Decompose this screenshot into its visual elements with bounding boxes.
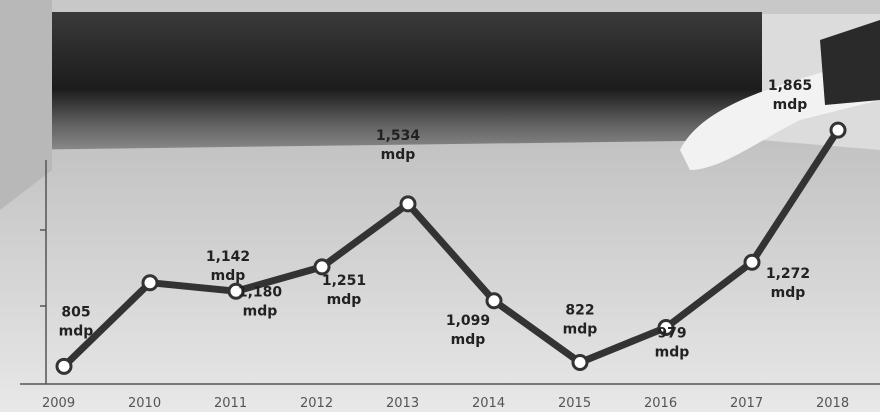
data-label-value: 1,272 bbox=[766, 266, 810, 282]
data-point bbox=[227, 282, 245, 300]
data-label-value: 1,534 bbox=[376, 128, 421, 144]
data-label-value: 1,142 bbox=[206, 249, 250, 265]
x-tick-label: 2009 bbox=[42, 396, 75, 411]
data-label: 1,142 mdp bbox=[206, 249, 250, 284]
data-label-unit: mdp bbox=[563, 322, 598, 338]
data-point bbox=[829, 121, 847, 139]
data-point bbox=[141, 274, 159, 292]
data-label: 1,180 mdp bbox=[238, 285, 283, 320]
data-point bbox=[485, 292, 503, 310]
x-tick-label: 2017 bbox=[730, 396, 763, 411]
data-label: 822 mdp bbox=[563, 303, 598, 338]
x-tick-label: 2010 bbox=[128, 396, 161, 411]
x-tick-label: 2011 bbox=[214, 396, 247, 411]
data-point bbox=[399, 195, 417, 213]
data-label: 1,534 mdp bbox=[376, 128, 421, 163]
data-label-value: 805 bbox=[61, 304, 90, 320]
data-label-unit: mdp bbox=[773, 97, 808, 113]
data-markers bbox=[55, 121, 847, 375]
data-label: 1,272 mdp bbox=[766, 266, 810, 301]
data-label-unit: mdp bbox=[451, 332, 486, 348]
series-line bbox=[60, 126, 842, 370]
data-label: 979 mdp bbox=[655, 326, 690, 361]
y-axis bbox=[40, 160, 47, 384]
data-label-unit: mdp bbox=[327, 292, 362, 308]
x-tick-label: 2013 bbox=[386, 396, 419, 411]
data-label-unit: mdp bbox=[211, 268, 246, 284]
x-tick-label: 2012 bbox=[300, 396, 333, 411]
data-label: 1,251 mdp bbox=[322, 273, 366, 308]
data-label-value: 1,180 bbox=[238, 285, 283, 301]
data-label-unit: mdp bbox=[381, 147, 416, 163]
data-label-value: 822 bbox=[565, 303, 594, 319]
data-point bbox=[657, 319, 675, 337]
data-point bbox=[743, 253, 761, 271]
x-tick-label: 2014 bbox=[472, 396, 505, 411]
data-label-unit: mdp bbox=[771, 285, 806, 301]
data-label: 1,099 mdp bbox=[446, 313, 490, 348]
data-label-unit: mdp bbox=[655, 345, 690, 361]
data-point bbox=[571, 354, 589, 372]
data-label-value: 1,865 bbox=[768, 78, 812, 94]
data-point bbox=[55, 357, 73, 375]
data-label-unit: mdp bbox=[243, 304, 278, 320]
x-tick-label: 2016 bbox=[644, 396, 677, 411]
x-tick-label: 2015 bbox=[558, 396, 591, 411]
x-tick-label: 2018 bbox=[816, 396, 849, 411]
data-point bbox=[313, 258, 331, 276]
data-label-value: 1,251 bbox=[322, 273, 366, 289]
data-label: 805 mdp bbox=[59, 304, 94, 339]
data-label-unit: mdp bbox=[59, 323, 94, 339]
data-label-value: 979 bbox=[657, 326, 686, 342]
data-label-value: 1,099 bbox=[446, 313, 490, 329]
x-tick-labels: 2009 2010 2011 2012 2013 2014 2015 2016 2017 2018 bbox=[42, 396, 849, 411]
data-label: 1,865 mdp bbox=[768, 78, 812, 113]
